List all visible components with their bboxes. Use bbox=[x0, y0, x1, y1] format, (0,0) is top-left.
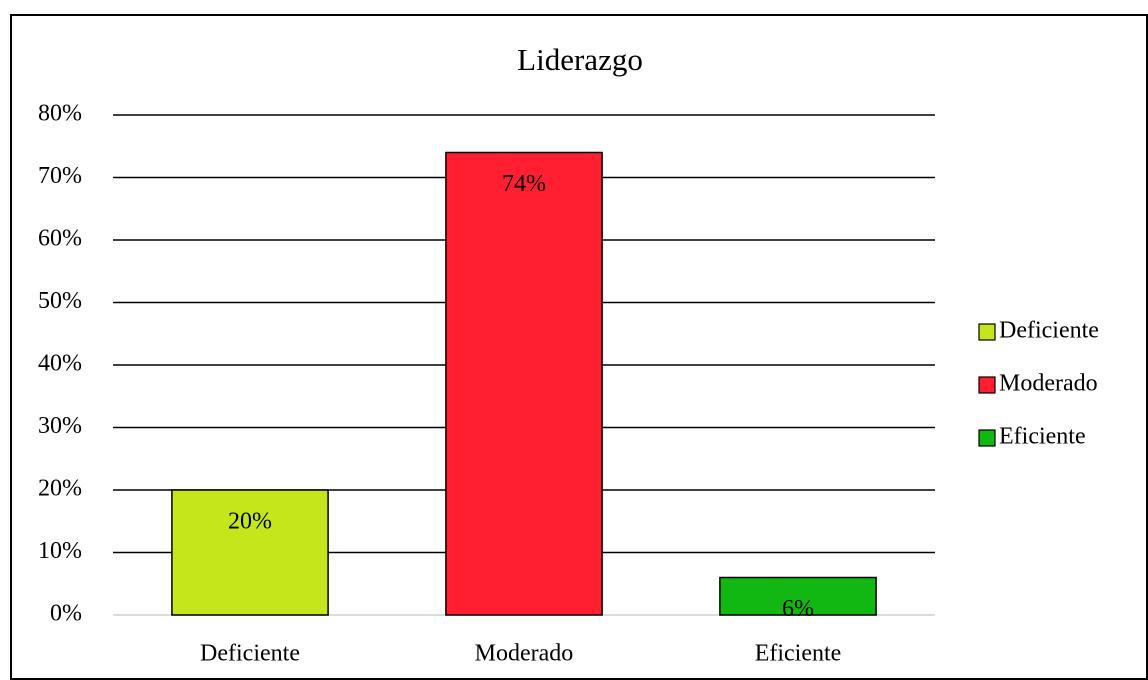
legend-label: Eficiente bbox=[999, 424, 1086, 450]
bar bbox=[719, 576, 877, 616]
bar bbox=[445, 151, 603, 616]
chart-title: Liderazgo bbox=[517, 42, 643, 77]
legend-swatch bbox=[978, 376, 996, 394]
y-tick-label: 30% bbox=[38, 413, 82, 439]
legend-swatch bbox=[978, 429, 996, 447]
data-label: 20% bbox=[228, 509, 272, 535]
bar bbox=[171, 489, 329, 616]
data-label: 6% bbox=[782, 596, 814, 622]
data-label: 74% bbox=[502, 171, 546, 197]
x-tick-label: Deficiente bbox=[200, 641, 300, 667]
x-tick-label: Moderado bbox=[475, 641, 574, 667]
y-tick-label: 80% bbox=[38, 101, 82, 127]
y-tick-label: 70% bbox=[38, 163, 82, 189]
y-tick-label: 10% bbox=[38, 538, 82, 564]
legend-label: Moderado bbox=[999, 371, 1098, 397]
y-tick-label: 40% bbox=[38, 351, 82, 377]
legend-label: Deficiente bbox=[999, 318, 1099, 344]
x-tick-label: Eficiente bbox=[755, 641, 842, 667]
y-tick-label: 20% bbox=[38, 476, 82, 502]
y-tick-label: 0% bbox=[50, 601, 82, 627]
y-tick-label: 50% bbox=[38, 288, 82, 314]
y-tick-label: 60% bbox=[38, 226, 82, 252]
legend-swatch bbox=[978, 323, 996, 341]
